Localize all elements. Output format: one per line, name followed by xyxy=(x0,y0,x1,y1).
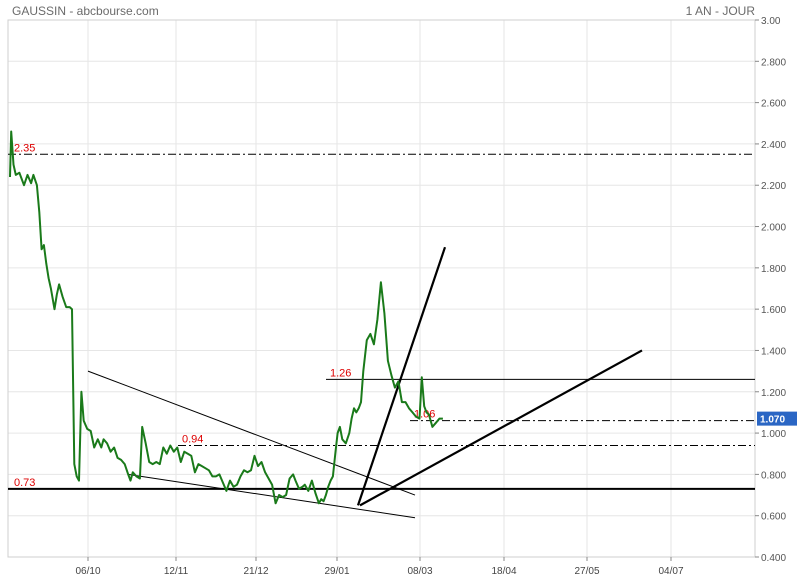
grid-lines xyxy=(8,19,755,558)
y-tick-label: 0.400 xyxy=(761,553,786,564)
price-series xyxy=(9,130,443,505)
y-tick-label: 1.800 xyxy=(761,264,786,275)
y-tick-label: 2.400 xyxy=(761,140,786,151)
y-axis-ticks: 0.400 0.600 0.800 1.000 1.200 1.400 1.600 1.800… xyxy=(755,16,786,564)
level-label: 2.35 xyxy=(14,142,35,154)
x-tick-label: 18/04 xyxy=(491,566,516,577)
y-tick-label: 3.00 xyxy=(761,16,781,27)
level-lines: 2.35 1.26 1.06 0.94 0.73 xyxy=(8,142,755,490)
trend-line xyxy=(356,246,447,506)
y-tick-label: 2.200 xyxy=(761,181,786,192)
x-tick-label: 12/11 xyxy=(164,566,189,577)
last-value-box xyxy=(757,411,797,426)
y-tick-label: 0.600 xyxy=(761,512,786,523)
axes xyxy=(7,19,756,558)
plot-frame xyxy=(7,19,756,558)
y-tick-label: 1.000 xyxy=(761,429,786,440)
level-label: 1.06 xyxy=(414,409,435,421)
y-tick-label: 2.000 xyxy=(761,223,786,234)
x-tick-label: 29/01 xyxy=(324,566,349,577)
trend-line xyxy=(127,473,416,519)
x-tick-label: 21/12 xyxy=(243,566,268,577)
trend-lines xyxy=(87,246,643,519)
x-axis-ticks: 06/10 12/11 21/12 29/01 08/03 18/04 27/05 04/07 xyxy=(75,557,684,577)
trend-line xyxy=(87,370,416,496)
y-tick-label: 1.200 xyxy=(761,388,786,399)
y-tick-label: 0.800 xyxy=(761,470,786,481)
x-tick-label: 08/03 xyxy=(407,566,432,577)
y-tick-label: 2.800 xyxy=(761,57,786,68)
y-tick-label: 1.400 xyxy=(761,346,786,357)
y-tick-label: 2.600 xyxy=(761,99,786,110)
period-label[interactable]: 1 AN - JOUR xyxy=(685,4,755,18)
level-label: 0.73 xyxy=(14,477,35,489)
x-tick-label: 04/07 xyxy=(658,566,683,577)
price-line xyxy=(9,130,443,505)
level-label: 1.26 xyxy=(330,367,351,379)
last-value-label: 1.070 xyxy=(760,415,785,426)
chart-title: GAUSSIN - abcbourse.com xyxy=(12,4,159,18)
x-tick-label: 06/10 xyxy=(75,566,100,577)
y-tick-label: 1.600 xyxy=(761,305,786,316)
x-tick-label: 27/05 xyxy=(574,566,599,577)
trend-line xyxy=(359,349,643,507)
level-label: 0.94 xyxy=(182,433,203,445)
last-value-badge: 1.070 xyxy=(757,411,797,426)
